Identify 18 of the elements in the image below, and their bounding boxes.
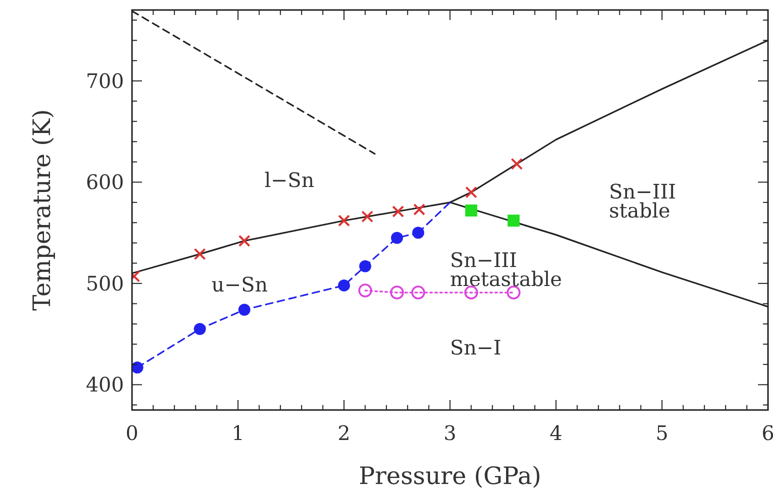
x-tick-label: 0 [126, 421, 138, 445]
y-tick-label: 600 [86, 170, 124, 194]
annotation: Sn−I [450, 335, 502, 360]
x-tick-label: 5 [656, 421, 668, 445]
x-tick-label: 3 [444, 421, 456, 445]
annotation: u−Sn [212, 272, 268, 297]
x-tick-label: 2 [338, 421, 350, 445]
annotation: l−Sn [264, 168, 314, 192]
y-tick-label: 400 [86, 372, 124, 397]
x-tick-label: 1 [232, 421, 244, 445]
y-axis-title: Temperature (K) [28, 109, 56, 311]
annotation: Sn−III metastable [450, 248, 562, 292]
x-axis-title: Pressure (GPa) [358, 462, 542, 490]
annotation: Sn−III stable [609, 179, 676, 222]
x-tick-label: 6 [762, 421, 773, 445]
y-tick-label: 700 [86, 68, 124, 93]
y-tick-label: 500 [86, 271, 124, 296]
x-tick-label: 4 [550, 421, 562, 445]
